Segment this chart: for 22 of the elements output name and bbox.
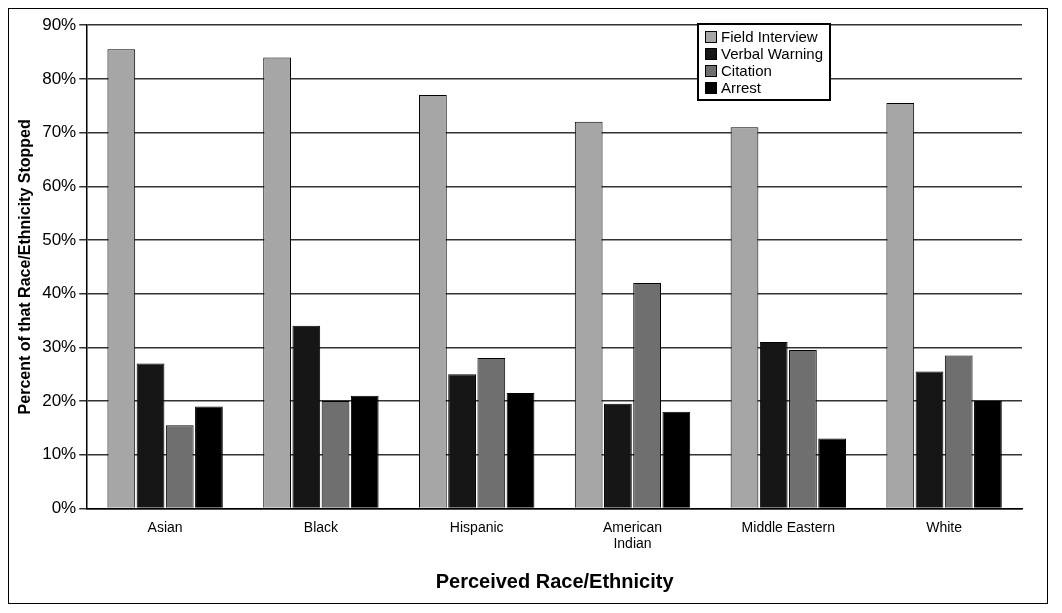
y-tick-label: 60% <box>42 175 77 195</box>
legend-label: Arrest <box>721 79 762 96</box>
x-tick-label: American Indian <box>602 518 663 552</box>
x-tick-label: Asian <box>147 518 183 535</box>
legend-label: Field Interview <box>721 28 818 45</box>
y-tick-label: 70% <box>42 122 77 142</box>
legend-label: Citation <box>721 62 772 79</box>
y-tick-label: 20% <box>42 390 77 410</box>
y-tick-label: 50% <box>42 229 77 249</box>
x-tick-label: Hispanic <box>449 518 504 535</box>
y-tick-label: 30% <box>42 337 77 357</box>
y-axis-title: Percent of that Race/Ethnicity Stopped <box>16 119 34 415</box>
x-tick-label: White <box>926 518 963 535</box>
y-tick-label: 80% <box>42 68 77 88</box>
y-tick-label: 10% <box>42 444 77 464</box>
x-tick-label: Black <box>303 518 340 535</box>
y-tick-label: 0% <box>51 498 77 518</box>
y-tick-label: 40% <box>42 283 77 303</box>
x-axis-title: Perceived Race/Ethnicity <box>435 569 675 592</box>
x-tick-label: Middle Eastern <box>741 518 835 535</box>
legend-label: Verbal Warning <box>721 45 823 62</box>
y-tick-label: 90% <box>42 14 77 34</box>
